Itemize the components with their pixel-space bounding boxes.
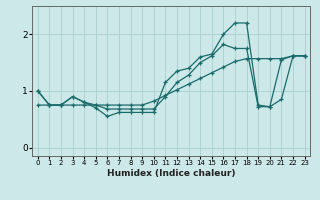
X-axis label: Humidex (Indice chaleur): Humidex (Indice chaleur) <box>107 169 236 178</box>
